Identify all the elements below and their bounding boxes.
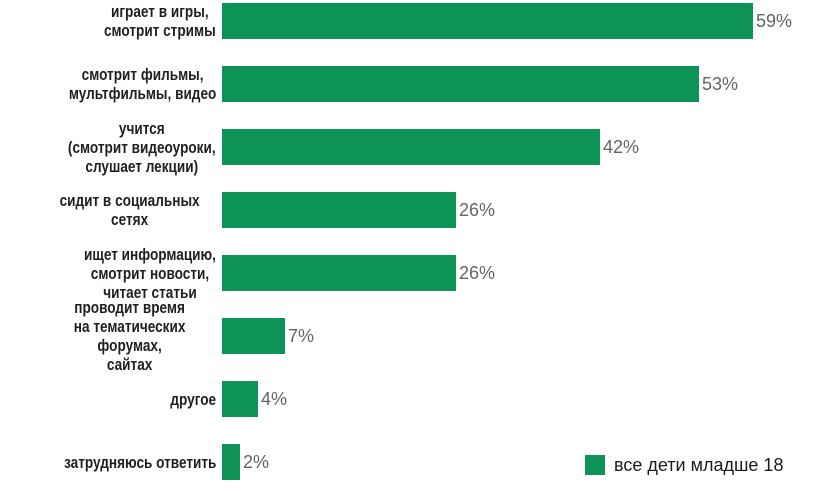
category-label: учится (смотрит видеоуроки, слушает лекц…	[68, 118, 216, 176]
chart-row: смотрит фильмы, мультфильмы, видео 53%	[0, 65, 840, 103]
category-label-cell: смотрит фильмы, мультфильмы, видео	[0, 65, 216, 103]
category-label-cell: проводит время на тематических форумах, …	[0, 298, 216, 374]
category-label-cell: играет в игры, смотрит стримы	[0, 2, 216, 40]
legend-label: все дети младше 18	[614, 454, 784, 475]
category-label: проводит время на тематических форумах, …	[73, 298, 186, 374]
chart-row: сидит в социальных сетях 26%	[0, 191, 840, 229]
category-label-cell: другое	[0, 390, 216, 409]
chart-row: учится (смотрит видеоуроки, слушает лекц…	[0, 119, 840, 176]
bar	[222, 129, 600, 165]
value-label: 7%	[288, 326, 315, 346]
legend: все дети младше 18	[585, 453, 783, 477]
category-label: другое	[170, 389, 216, 409]
category-label-cell: затрудняюсь ответить	[0, 453, 216, 472]
chart-row: ищет информацию, смотрит новости, читает…	[0, 245, 840, 302]
legend-swatch	[585, 455, 605, 475]
category-label: смотрит фильмы, мультфильмы, видео	[68, 65, 216, 103]
bar	[222, 381, 258, 417]
value-label: 2%	[243, 452, 270, 472]
chart-row: другое 4%	[0, 381, 840, 417]
category-label-cell: сидит в социальных сетях	[0, 191, 216, 229]
value-label: 53%	[702, 74, 739, 94]
bar	[222, 192, 456, 228]
category-label: затрудняюсь ответить	[63, 452, 216, 472]
category-label-cell: учится (смотрит видеоуроки, слушает лекц…	[0, 119, 216, 176]
value-label: 59%	[756, 11, 793, 31]
bar	[222, 255, 456, 291]
chart-row: играет в игры, смотрит стримы 59%	[0, 2, 840, 40]
chart-row: проводит время на тематических форумах, …	[0, 298, 840, 374]
bar	[222, 66, 699, 102]
bar	[222, 444, 240, 480]
value-label: 26%	[459, 263, 496, 283]
bar	[222, 3, 753, 39]
bar	[222, 318, 285, 354]
category-label: играет в игры, смотрит стримы	[104, 2, 216, 40]
value-label: 26%	[459, 200, 496, 220]
category-label-cell: ищет информацию, смотрит новости, читает…	[0, 245, 216, 302]
chart-row: затрудняюсь ответить 2%	[0, 444, 840, 480]
category-label: сидит в социальных сетях	[59, 191, 200, 229]
value-label: 42%	[603, 137, 640, 157]
value-label: 4%	[261, 389, 288, 409]
category-label: ищет информацию, смотрит новости, читает…	[84, 244, 216, 302]
